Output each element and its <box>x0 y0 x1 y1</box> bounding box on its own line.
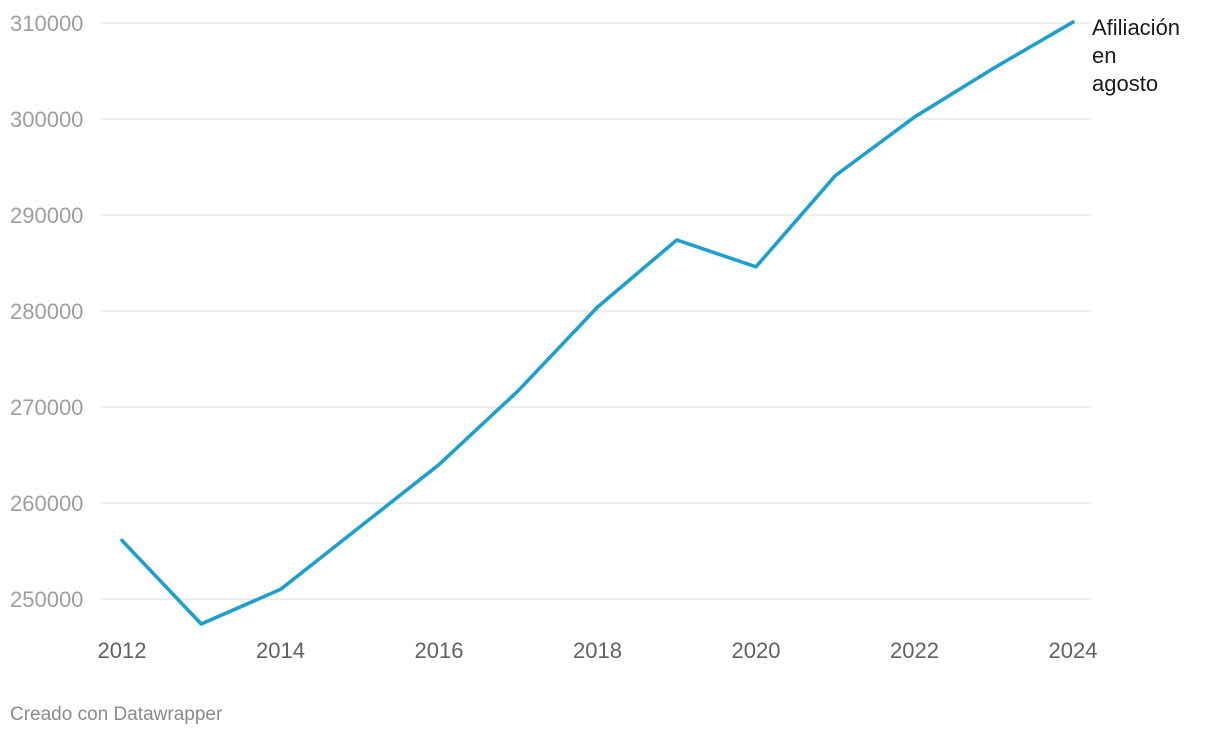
x-tick-label-2024: 2024 <box>1049 638 1098 663</box>
x-axis-tick-labels: 2012 2014 2016 2018 2020 2022 2024 <box>98 638 1098 663</box>
series-label-line: en <box>1092 43 1116 68</box>
series-line-0 <box>120 20 1075 626</box>
gridlines <box>100 22 1092 600</box>
series-label-line: agosto <box>1092 71 1158 96</box>
y-tick-label-250000: 250000 <box>10 587 83 612</box>
y-tick-label-280000: 280000 <box>10 299 83 324</box>
series-group <box>120 20 1075 626</box>
x-tick-label-2018: 2018 <box>573 638 622 663</box>
y-tick-label-260000: 260000 <box>10 491 83 516</box>
x-tick-label-2016: 2016 <box>415 638 464 663</box>
series-label-group: Afiliación en agosto <box>1092 15 1180 96</box>
x-tick-label-2020: 2020 <box>732 638 781 663</box>
credit-footer: Creado con Datawrapper <box>10 704 223 725</box>
y-tick-label-310000: 310000 <box>10 11 83 36</box>
x-tick-label-2022: 2022 <box>890 638 939 663</box>
y-axis-tick-labels: 250000 260000 270000 280000 290000 300000 3100… <box>10 11 83 612</box>
y-tick-label-270000: 270000 <box>10 395 83 420</box>
y-tick-label-300000: 300000 <box>10 107 83 132</box>
series-label-line: Afiliación <box>1092 15 1180 40</box>
series-label-0: Afiliación en agosto <box>1092 15 1180 96</box>
x-tick-label-2012: 2012 <box>98 638 147 663</box>
y-tick-label-290000: 290000 <box>10 203 83 228</box>
x-tick-label-2014: 2014 <box>256 638 305 663</box>
